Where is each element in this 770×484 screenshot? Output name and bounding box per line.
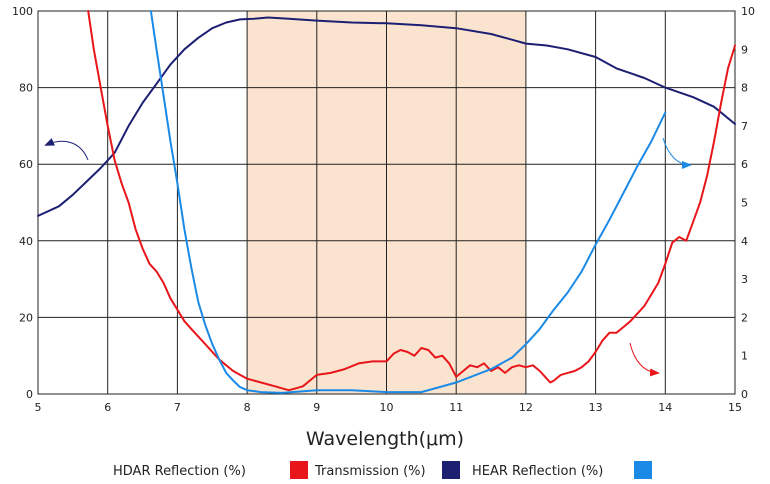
plot-frame bbox=[37, 10, 736, 395]
x-tick-label: 9 bbox=[313, 401, 320, 414]
y-right-tick-label: 0 bbox=[741, 388, 748, 401]
x-tick-label: 12 bbox=[519, 401, 533, 414]
series-line-transmission bbox=[37, 16, 736, 217]
y-right-tick-label: 4 bbox=[741, 235, 748, 248]
y-right-tick-label: 2 bbox=[741, 311, 748, 324]
x-tick-label: 13 bbox=[589, 401, 603, 414]
y-left-tick-label: 60 bbox=[19, 158, 33, 171]
x-tick-label: 11 bbox=[449, 401, 463, 414]
y-right-tick-label: 10 bbox=[741, 5, 755, 18]
y-right-tick-label: 8 bbox=[741, 82, 748, 95]
legend-swatch-hear bbox=[634, 461, 652, 479]
x-tick-label: 5 bbox=[35, 401, 42, 414]
arrow-transmission-to-left-axis bbox=[44, 138, 89, 161]
y-right-tick-labels: 0 1 2 3 4 5 6 7 8 9 10 bbox=[741, 5, 755, 401]
series-lines bbox=[37, 10, 736, 394]
legend-swatch-hdar bbox=[290, 461, 308, 479]
y-left-tick-label: 20 bbox=[19, 311, 33, 324]
legend: HDAR Reflection (%) Transmission (%) HEA… bbox=[113, 461, 652, 479]
legend-label-hear: HEAR Reflection (%) bbox=[472, 464, 603, 479]
x-tick-label: 14 bbox=[658, 401, 672, 414]
x-tick-label: 7 bbox=[174, 401, 181, 414]
y-right-tick-label: 1 bbox=[741, 350, 748, 363]
y-left-tick-labels: 0 20 40 60 80 100 bbox=[12, 5, 33, 401]
y-left-tick-label: 100 bbox=[12, 5, 33, 18]
y-right-tick-label: 3 bbox=[741, 273, 748, 286]
y-right-tick-label: 5 bbox=[741, 197, 748, 210]
series-line-hdar-reflection bbox=[87, 10, 736, 392]
x-tick-label: 10 bbox=[380, 401, 394, 414]
y-right-tick-label: 7 bbox=[741, 120, 748, 133]
annotation-arrows bbox=[44, 137, 692, 377]
legend-swatch-transmission bbox=[442, 461, 460, 479]
x-tick-label: 15 bbox=[728, 401, 742, 414]
x-axis-title: Wavelength(μm) bbox=[306, 428, 464, 450]
x-tick-labels: 5 6 7 8 9 10 11 12 13 14 15 bbox=[35, 401, 743, 414]
y-left-tick-label: 80 bbox=[19, 82, 33, 95]
x-tick-label: 8 bbox=[244, 401, 251, 414]
grid bbox=[38, 11, 735, 394]
legend-label-transmission: Transmission (%) bbox=[314, 464, 426, 479]
y-right-tick-label: 6 bbox=[741, 158, 748, 171]
series-line-hear-reflection bbox=[149, 10, 667, 394]
y-right-tick-label: 9 bbox=[741, 43, 748, 56]
x-tick-label: 6 bbox=[104, 401, 111, 414]
legend-label-hdar: HDAR Reflection (%) bbox=[113, 464, 246, 479]
y-left-tick-label: 40 bbox=[19, 235, 33, 248]
y-left-tick-label: 0 bbox=[26, 388, 33, 401]
arrow-hear-to-right-axis bbox=[662, 137, 692, 169]
arrow-hdar-to-right-axis bbox=[629, 342, 660, 377]
